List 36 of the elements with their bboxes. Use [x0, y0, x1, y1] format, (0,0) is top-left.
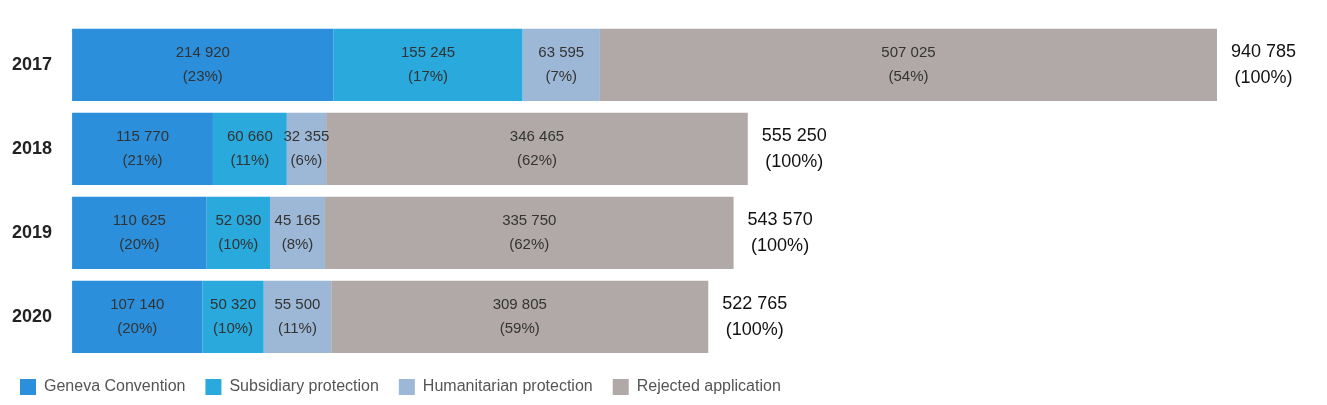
data-label: 60 660 (11%): [226, 127, 273, 169]
data-label: 107 140 (20%): [110, 295, 165, 337]
bar: [522, 28, 600, 101]
bar: [333, 28, 523, 101]
data-label: 346 465 (62%): [509, 127, 565, 169]
total-label: 555 250 (100%): [761, 124, 827, 171]
total-label: 940 785 (100%): [1230, 40, 1297, 87]
data-label: 63 595 (7%): [538, 42, 585, 84]
bar: [72, 196, 207, 270]
total-label: 522 765 (100%): [722, 292, 788, 339]
legend-label: Rejected application: [636, 377, 781, 395]
bar: [331, 280, 709, 354]
data-label: 507 025 (54%): [881, 42, 936, 84]
legend-label: Geneva Convention: [44, 377, 186, 395]
data-label: 309 805 (59%): [492, 295, 547, 337]
total-label: 543 570 (100%): [747, 208, 813, 255]
y-tick-label: 2017: [12, 53, 53, 74]
bar: [72, 112, 213, 186]
legend-label: Humanitarian protection: [422, 377, 593, 395]
data-label: 50 320 (10%): [210, 295, 256, 337]
data-label: 110 625 (20%): [112, 211, 166, 253]
data-label: 45 165 (8%): [274, 211, 321, 253]
data-label: 115 770 (21%): [115, 127, 170, 169]
y-tick-label: 2020: [12, 305, 53, 326]
data-label: 155 245 (17%): [400, 42, 456, 84]
data-label: 55 500 (11%): [274, 295, 321, 337]
data-label: 214 920 (23%): [175, 42, 230, 84]
bar: [599, 28, 1217, 101]
bar: [72, 28, 334, 101]
legend-label: Subsidiary protection: [229, 377, 379, 395]
y-tick-label: 2018: [12, 137, 53, 158]
bar: [324, 196, 734, 270]
data-label: 335 750 (62%): [502, 211, 557, 253]
y-tick-label: 2019: [12, 221, 53, 242]
data-label: 52 030 (10%): [215, 211, 262, 253]
bar: [72, 280, 203, 354]
